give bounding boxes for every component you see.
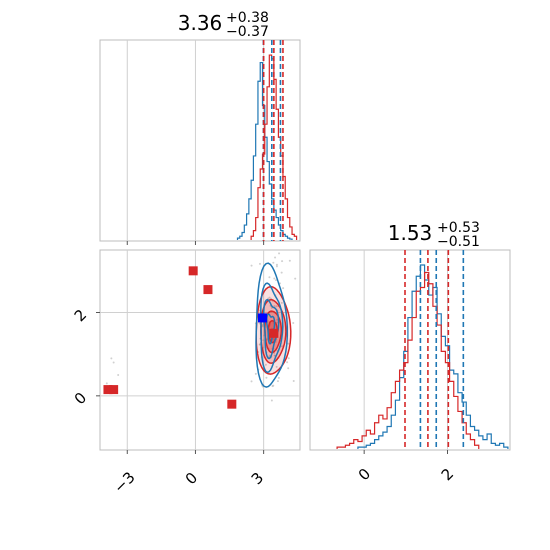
x-tick-label: 0 [182, 469, 201, 488]
sample-point [110, 357, 113, 360]
x-tick-labels: −3 0 3 [110, 468, 267, 496]
sample-point [276, 380, 279, 383]
sample-point [272, 337, 275, 340]
grid [100, 250, 300, 450]
sample-point [292, 321, 295, 324]
histogram-series-red [336, 271, 480, 449]
title-lower-error: −0.51 [437, 234, 480, 250]
marker-square [227, 399, 237, 409]
sample-point [286, 361, 289, 364]
quantile-lines [404, 250, 465, 450]
contour-blue [262, 298, 280, 360]
sample-point [258, 262, 261, 265]
y-tick-label: 2 [71, 306, 90, 325]
marker-square [103, 385, 113, 395]
sample-point [292, 379, 295, 382]
y-tick-labels: 0 2 [71, 306, 90, 408]
sample-point [258, 343, 261, 346]
x-tick-label: 0 [355, 465, 374, 484]
sample-point [270, 399, 273, 402]
sample-point [280, 271, 283, 274]
sample-point [287, 367, 290, 370]
title-lower-error: −0.37 [226, 24, 269, 40]
title-upper-error: +0.38 [226, 10, 269, 26]
sample-point [112, 361, 115, 364]
y-tick-label: 0 [71, 389, 90, 408]
grid [363, 250, 448, 450]
marker-square [269, 328, 279, 338]
sample-point [268, 276, 271, 279]
histogram-series-red [250, 54, 298, 240]
sample-point [287, 342, 290, 345]
sample-point [268, 296, 271, 299]
panel-frame [99, 39, 301, 242]
contour-blue [260, 282, 284, 374]
x-tick-labels: 0 2 [355, 465, 457, 484]
sample-point [271, 385, 274, 388]
title-value: 1.53 [388, 221, 433, 245]
marker-square [258, 313, 267, 323]
sample-point [294, 277, 297, 280]
sample-point [254, 372, 257, 375]
sample-point [273, 305, 276, 308]
sample-point [274, 256, 277, 259]
panel-joint: −3 0 3 0 2 [71, 249, 301, 497]
sample-point [105, 382, 108, 385]
sample-point [281, 345, 284, 348]
sample-point [288, 259, 291, 262]
title-upper-error: +0.53 [437, 220, 480, 236]
sample-point [280, 301, 283, 304]
sample-point [276, 318, 279, 321]
marker-square [188, 266, 198, 276]
x-tick-label: −3 [110, 468, 138, 496]
panel-top-marginal: 3.36 +0.38 −0.37 [99, 10, 301, 242]
contour-blue [255, 262, 289, 388]
sample-point [282, 287, 285, 290]
sample-point [275, 279, 278, 282]
sample-point [287, 357, 290, 360]
sample-point [264, 363, 267, 366]
sample-point [277, 376, 280, 379]
panel-title: 1.53 [388, 221, 433, 245]
marker-square [109, 385, 119, 395]
title-value: 3.36 [178, 11, 223, 35]
quantile-lines [262, 40, 284, 241]
sample-point [250, 264, 253, 267]
marker-square [203, 285, 213, 295]
sample-point [275, 263, 278, 266]
x-tick-label: 2 [438, 465, 457, 484]
marker-points [103, 266, 279, 409]
sample-point [275, 365, 278, 368]
sample-point [258, 322, 261, 325]
sample-point [262, 339, 265, 342]
sample-point [272, 261, 275, 264]
x-tick-label: 3 [248, 469, 267, 488]
panel-right-marginal: 1.53 +0.53 −0.51 0 2 [309, 220, 511, 484]
panel-title: 3.36 [178, 11, 223, 35]
sample-point [275, 265, 278, 268]
sample-point [273, 277, 276, 280]
sample-point [278, 252, 281, 255]
sample-point [281, 260, 284, 263]
sample-point [265, 376, 268, 379]
sample-point [275, 305, 278, 308]
sample-point [250, 380, 253, 383]
panel-frame [309, 249, 511, 451]
sample-point [117, 374, 120, 376]
